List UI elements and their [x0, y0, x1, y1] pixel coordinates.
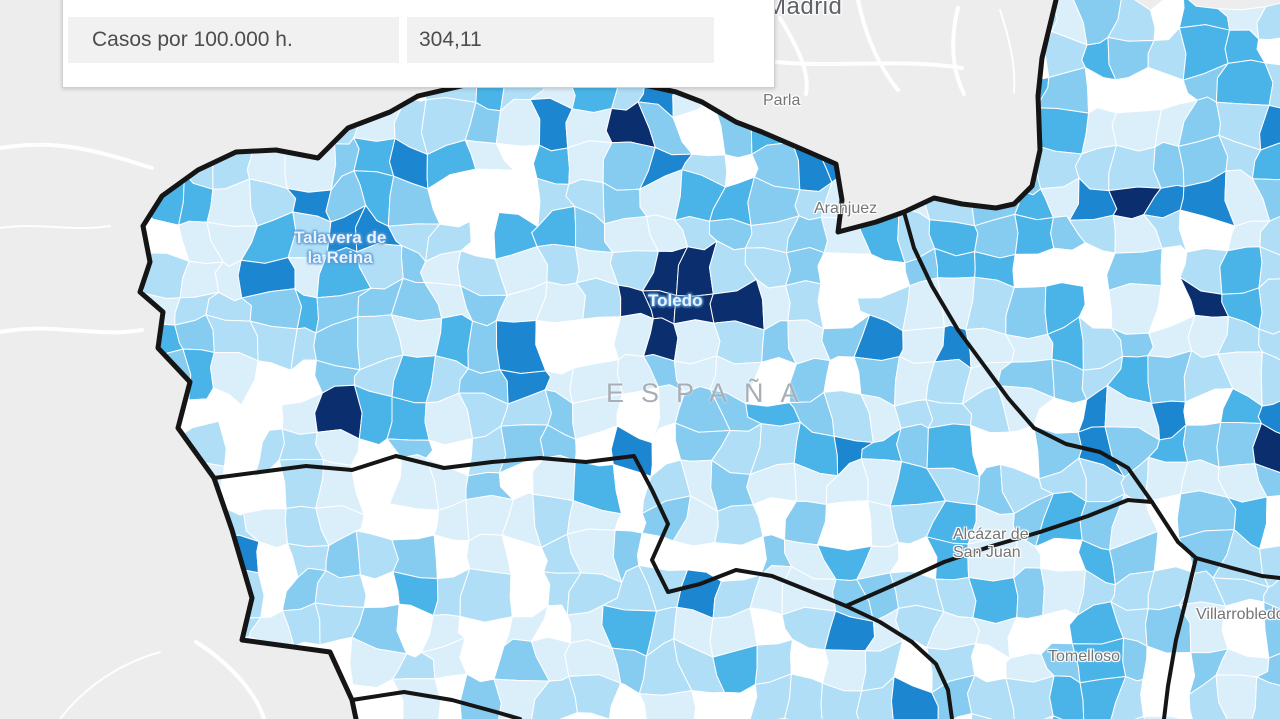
- tooltip-metric-value: 304,11: [407, 17, 714, 63]
- roads: [0, 0, 1016, 719]
- tooltip-row: Casos por 100.000 h. 304,11: [68, 17, 714, 63]
- province-boundaries: [137, 0, 1280, 719]
- tooltip-metric-label: Casos por 100.000 h.: [68, 17, 399, 63]
- info-tooltip: Casos por 100.000 h. 304,11: [62, 0, 775, 88]
